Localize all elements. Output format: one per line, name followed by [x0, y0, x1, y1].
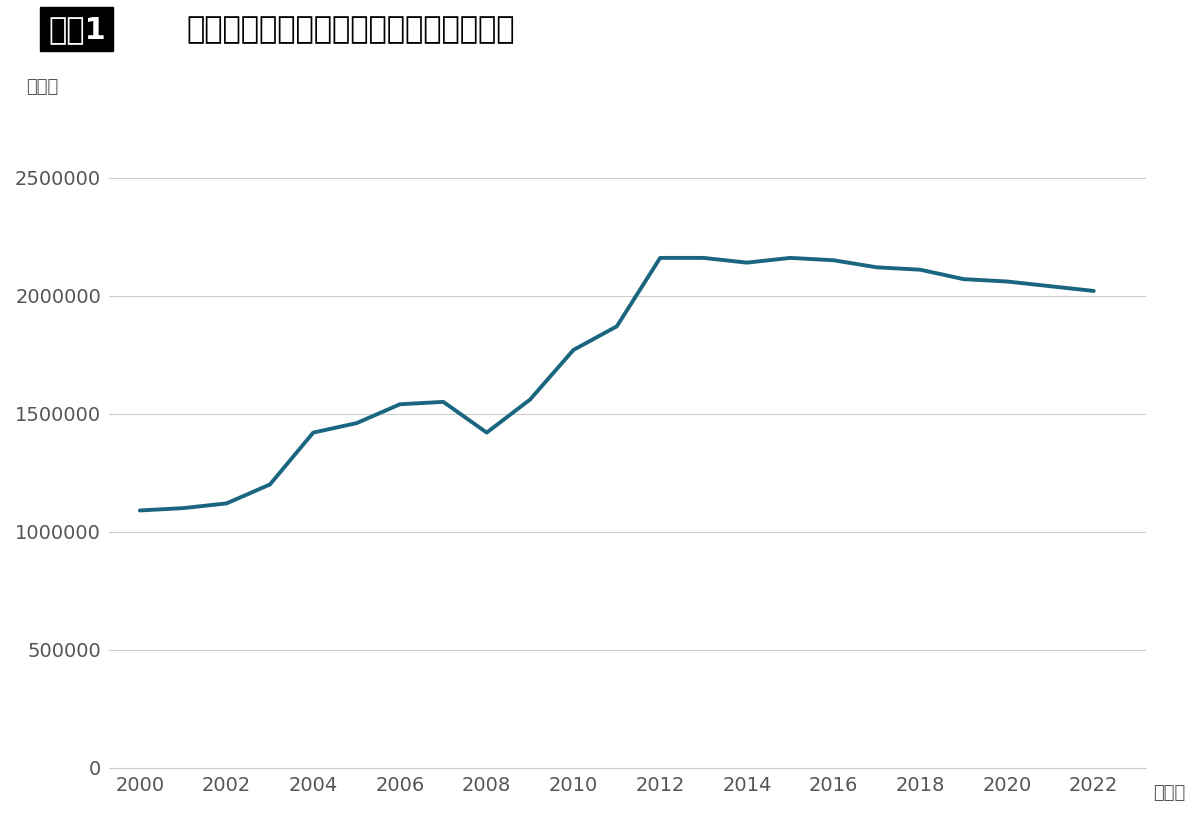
Text: 厚労省による月平均の生活保護者数推移: 厚労省による月平均の生活保護者数推移 — [186, 15, 515, 43]
Text: 図表1: 図表1 — [48, 15, 106, 43]
Text: （人）: （人） — [26, 78, 59, 96]
Text: （年）: （年） — [1153, 784, 1186, 802]
